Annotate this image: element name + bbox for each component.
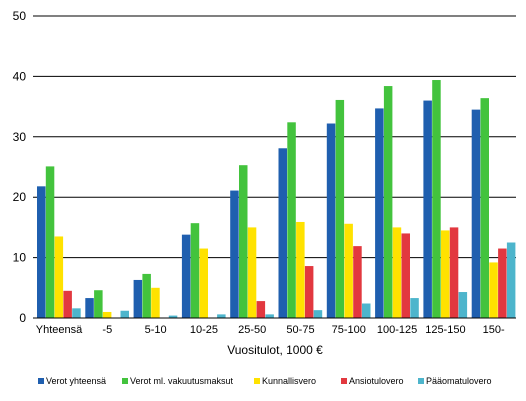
legend-label: Verot yhteensä	[46, 376, 106, 386]
bar-1-2	[85, 298, 94, 318]
bar-3-1	[54, 236, 64, 318]
bar-4-8	[401, 233, 410, 318]
bar-2-1	[45, 166, 55, 318]
bar-5-10	[506, 242, 516, 318]
legend-label: Pääomatulovero	[426, 376, 492, 386]
x-tick-label: 100-125	[377, 324, 417, 336]
legend-swatch	[341, 378, 347, 384]
bar-1-7	[326, 123, 336, 319]
bar-5-8	[410, 298, 419, 318]
bar-5-6	[313, 310, 323, 318]
bar-2-2	[94, 290, 103, 318]
bar-4-6	[304, 266, 314, 318]
bar-3-5	[247, 227, 257, 318]
y-axis-ticks: 0 10 20 30 40 50	[13, 9, 27, 325]
bar-3-2	[102, 311, 112, 318]
bar-3-8	[392, 227, 402, 318]
bar-1-4	[181, 234, 191, 318]
x-tick-label: 125-150	[425, 324, 465, 336]
legend-swatch	[254, 378, 260, 384]
bar-4-1	[63, 290, 72, 318]
legend-swatch	[122, 378, 128, 384]
bar-4-7	[353, 246, 362, 318]
bars	[37, 80, 516, 319]
bar-3-7	[344, 223, 353, 318]
x-axis-ticks: Yhteensä -5 5-10 10-25 25-50 50-75 75-100 100-1…	[36, 324, 505, 336]
bar-1-3	[133, 279, 143, 318]
x-axis-label: Vuositulot, 1000 €	[227, 343, 323, 357]
bar-2-6	[287, 122, 296, 318]
bar-4-9	[449, 227, 459, 318]
bar-1-9	[423, 100, 432, 318]
bar-3-9	[441, 230, 450, 318]
legend-label: Verot ml. vakuutusmaksut	[130, 376, 234, 386]
bar-1-10	[471, 109, 481, 319]
bar-2-7	[335, 99, 345, 319]
bar-5-1	[72, 308, 81, 318]
bar-5-7	[362, 303, 371, 318]
y-tick-label: 50	[13, 9, 27, 23]
bar-2-4	[190, 223, 200, 318]
x-tick-label: Yhteensä	[36, 324, 83, 336]
legend-label: Kunnallisvero	[262, 376, 316, 386]
y-tick-label: 40	[13, 69, 27, 83]
y-tick-label: 0	[19, 311, 26, 325]
bar-1-6	[278, 148, 287, 318]
bar-3-3	[151, 287, 160, 318]
legend-swatch	[418, 378, 424, 384]
bar-4-10	[498, 248, 507, 318]
x-tick-label: 5-10	[145, 324, 167, 336]
y-tick-label: 10	[13, 251, 27, 265]
x-tick-label: 50-75	[286, 324, 314, 336]
bar-1-8	[375, 108, 384, 318]
bar-5-5	[265, 314, 274, 318]
bar-2-9	[432, 80, 441, 318]
bar-3-4	[199, 248, 208, 318]
x-tick-label: 25-50	[238, 324, 266, 336]
bar-1-5	[230, 190, 239, 318]
bar-5-2	[120, 310, 129, 318]
bar-3-6	[296, 221, 305, 318]
x-tick-label: 10-25	[190, 324, 218, 336]
bar-5-9	[458, 292, 468, 318]
y-tick-label: 20	[13, 190, 27, 204]
bar-2-8	[383, 86, 393, 319]
legend-label: Ansiotulovero	[349, 376, 404, 386]
bar-5-3	[168, 315, 178, 318]
x-tick-label: 150-	[483, 324, 505, 336]
legend-swatch	[38, 378, 44, 384]
bar-1-1	[37, 186, 46, 318]
bar-3-10	[489, 262, 498, 318]
legend: Verot yhteensä Verot ml. vakuutusmaksut Ku…	[38, 376, 492, 386]
bar-2-10	[480, 98, 489, 318]
gridlines	[33, 15, 516, 259]
x-tick-label: 75-100	[332, 324, 366, 336]
y-tick-label: 30	[13, 130, 27, 144]
bar-5-4	[217, 314, 226, 318]
bar-2-5	[239, 165, 248, 318]
bar-2-3	[142, 273, 151, 318]
x-tick-label: -5	[102, 324, 112, 336]
bar-4-5	[256, 301, 266, 318]
